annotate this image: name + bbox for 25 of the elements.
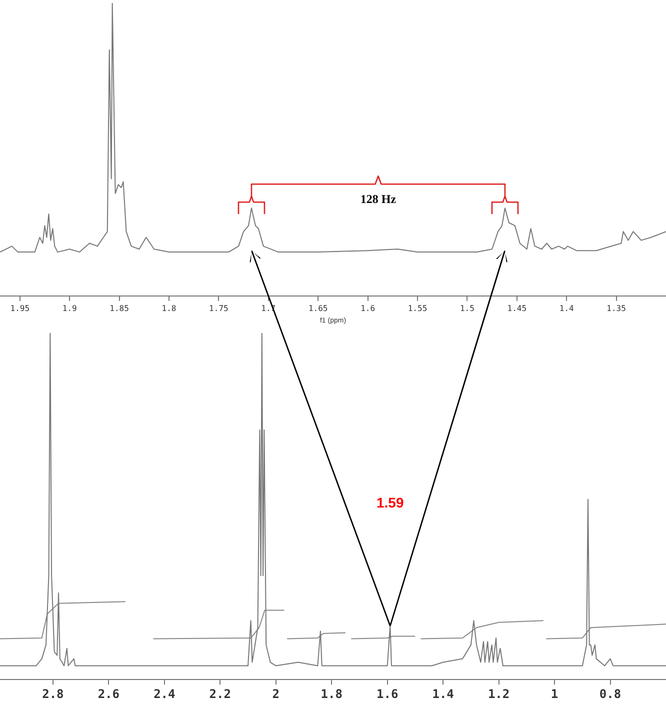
x-tick-label: 1.85 bbox=[110, 304, 130, 313]
annotation: 1.59 bbox=[376, 494, 404, 511]
x-tick-label: 1.6 bbox=[376, 686, 398, 701]
x-tick-label: 2.4 bbox=[154, 686, 176, 701]
x-tick-label: 1.35 bbox=[606, 304, 626, 313]
x-tick-label: 1.95 bbox=[10, 304, 30, 313]
x-tick-label: 1.4 bbox=[432, 686, 454, 701]
x-tick-label: 1.2 bbox=[488, 686, 510, 701]
x-tick-label: 1.5 bbox=[460, 304, 475, 313]
x-tick-label: 1 bbox=[550, 686, 558, 701]
x-tick-label: 1.4 bbox=[559, 304, 574, 313]
x-tick-label: 1.8 bbox=[320, 686, 342, 701]
x-tick-label: 2 bbox=[272, 686, 280, 701]
x-tick-label: 1.65 bbox=[308, 304, 328, 313]
x-tick-label: 1.75 bbox=[209, 304, 229, 313]
annotation: 128 Hz bbox=[360, 192, 397, 206]
x-tick-label: 1.9 bbox=[62, 304, 77, 313]
x-tick-label: 0.8 bbox=[599, 686, 622, 701]
x-tick-label: 1.8 bbox=[162, 304, 176, 313]
x-tick-label: 1.6 bbox=[360, 304, 376, 313]
x-tick-label: 1.55 bbox=[408, 304, 428, 313]
x-tick-label: 2.8 bbox=[42, 686, 64, 701]
x-tick-label: 1.45 bbox=[507, 304, 527, 313]
x-tick-label: 2.6 bbox=[98, 686, 120, 701]
x-tick-label: 2.2 bbox=[209, 686, 231, 701]
